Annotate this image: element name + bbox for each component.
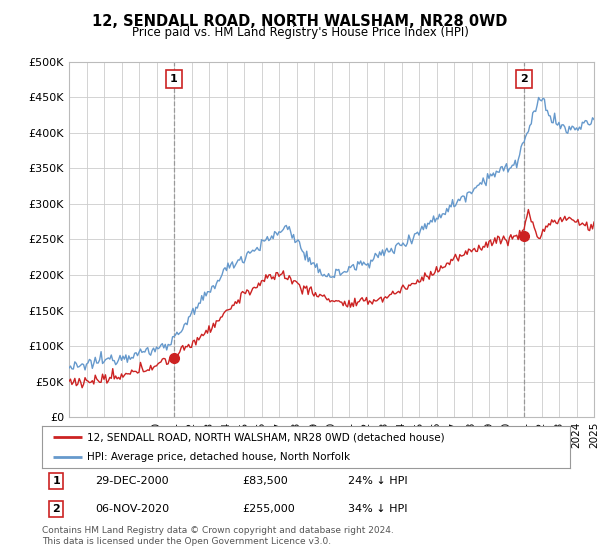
Text: 1: 1 [170, 74, 178, 85]
Text: 2: 2 [53, 503, 61, 514]
Text: 12, SENDALL ROAD, NORTH WALSHAM, NR28 0WD: 12, SENDALL ROAD, NORTH WALSHAM, NR28 0W… [92, 14, 508, 29]
Text: 34% ↓ HPI: 34% ↓ HPI [348, 503, 408, 514]
Text: £83,500: £83,500 [242, 476, 289, 486]
Text: HPI: Average price, detached house, North Norfolk: HPI: Average price, detached house, Nort… [87, 452, 350, 462]
Text: Price paid vs. HM Land Registry's House Price Index (HPI): Price paid vs. HM Land Registry's House … [131, 26, 469, 39]
Text: 12, SENDALL ROAD, NORTH WALSHAM, NR28 0WD (detached house): 12, SENDALL ROAD, NORTH WALSHAM, NR28 0W… [87, 432, 445, 442]
Text: 29-DEC-2000: 29-DEC-2000 [95, 476, 169, 486]
Text: 24% ↓ HPI: 24% ↓ HPI [348, 476, 408, 486]
Text: 06-NOV-2020: 06-NOV-2020 [95, 503, 169, 514]
Text: 1: 1 [53, 476, 61, 486]
Text: 2: 2 [520, 74, 528, 85]
Text: £255,000: £255,000 [242, 503, 295, 514]
Text: Contains HM Land Registry data © Crown copyright and database right 2024.
This d: Contains HM Land Registry data © Crown c… [42, 526, 394, 546]
